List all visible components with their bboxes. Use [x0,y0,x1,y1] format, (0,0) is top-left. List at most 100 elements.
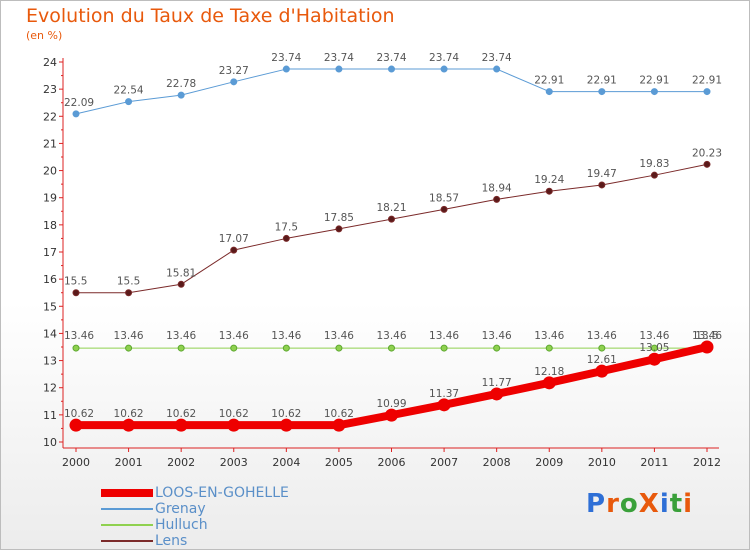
x-tick-label: 2005 [325,456,353,469]
y-tick-label: 24 [43,56,57,69]
data-point-hulluch [545,344,553,352]
data-point-grenay [125,98,133,106]
data-point-lens [72,289,80,297]
data-label-lens: 17.07 [219,233,249,245]
x-tick-label: 2006 [378,456,406,469]
data-point-lens [650,171,658,179]
data-label-grenay: 23.74 [324,52,354,64]
x-tick-label: 2007 [430,456,458,469]
legend-swatch-hulluch [101,524,153,526]
data-point-grenay [493,65,501,73]
data-point-hulluch [177,344,185,352]
data-point-hulluch [598,344,606,352]
data-point-hulluch [335,344,343,352]
data-point-hulluch [388,344,395,352]
x-tick-label: 2004 [272,456,300,469]
data-label-loos-en-gohelle: 10.62 [271,408,301,420]
data-point-grenay [72,110,80,118]
data-label-lens: 18.94 [482,182,512,194]
data-label-grenay: 22.78 [166,78,196,90]
data-point-grenay [703,88,711,96]
y-tick-label: 20 [43,165,57,178]
data-point-lens [230,246,238,254]
y-tick-label: 12 [43,382,57,395]
data-label-hulluch: 13.46 [324,330,354,342]
data-point-hulluch [230,344,238,352]
x-tick-label: 2003 [220,456,248,469]
data-point-grenay [545,88,553,96]
data-label-loos-en-gohelle: 12.18 [534,366,564,378]
data-point-grenay [650,88,658,96]
y-tick-label: 21 [43,137,57,150]
data-point-lens [335,225,343,233]
data-label-lens: 18.57 [429,192,459,204]
data-label-loos-en-gohelle: 10.62 [219,408,249,420]
x-tick-label: 2002 [167,456,195,469]
y-tick-label: 10 [43,436,57,449]
y-tick-label: 16 [43,273,57,286]
data-label-loos-en-gohelle: 11.77 [482,377,512,389]
data-point-loos-en-gohelle [122,418,136,432]
data-point-lens [282,234,290,242]
data-point-lens [125,289,133,297]
data-label-loos-en-gohelle: 10.62 [64,408,94,420]
data-label-grenay: 23.27 [219,65,249,77]
data-point-loos-en-gohelle [332,418,346,432]
data-label-grenay: 23.74 [271,52,301,64]
y-tick-label: 17 [43,246,57,259]
data-point-loos-en-gohelle [279,418,293,432]
data-label-grenay: 22.91 [534,75,564,87]
data-point-loos-en-gohelle [385,408,398,422]
data-point-grenay [598,88,606,96]
data-label-lens: 17.5 [275,221,298,233]
data-point-lens [598,181,606,189]
data-point-hulluch [125,344,133,352]
data-point-grenay [177,91,185,99]
data-label-lens: 15.5 [117,276,140,288]
data-label-hulluch: 13.46 [114,330,144,342]
data-point-hulluch [493,344,501,352]
data-point-lens [703,160,711,168]
data-label-loos-en-gohelle: 10.62 [114,408,144,420]
brand-logo: ProXiti [586,489,693,519]
legend-label-loos-en-gohelle: LOOS-EN-GOHELLE [155,485,289,501]
y-tick-label: 15 [43,300,57,313]
data-label-hulluch: 13.46 [587,330,617,342]
chart-title: Evolution du Taux de Taxe d'Habitation [26,5,395,27]
legend-swatch-grenay [101,508,153,510]
data-label-lens: 19.83 [639,158,669,170]
data-label-grenay: 22.91 [639,75,669,87]
data-label-loos-en-gohelle: 10.99 [376,398,406,410]
data-point-loos-en-gohelle [437,398,451,412]
data-point-hulluch [282,344,290,352]
x-tick-label: 2011 [640,456,668,469]
legend-label-grenay: Grenay [155,501,206,517]
data-label-hulluch: 13.46 [639,330,669,342]
y-tick-label: 23 [43,83,57,96]
x-tick-label: 2012 [693,456,721,469]
x-tick-label: 2008 [483,456,511,469]
legend-label-lens: Lens [155,533,188,549]
data-label-grenay: 23.74 [429,52,459,64]
legend-swatch-lens [101,540,153,542]
data-label-hulluch: 13.46 [271,330,301,342]
data-label-grenay: 22.91 [587,75,617,87]
y-tick-label: 22 [43,110,57,123]
y-tick-label: 14 [43,327,57,340]
brand-letter: i [659,489,670,519]
data-label-lens: 19.47 [587,168,617,180]
data-label-loos-en-gohelle: 12.61 [587,354,617,366]
brand-letter: i [683,489,694,519]
data-label-lens: 18.21 [376,202,406,214]
data-label-hulluch: 13.46 [534,330,564,342]
data-label-hulluch: 13.46 [219,330,249,342]
x-tick-label: 2009 [535,456,563,469]
data-label-grenay: 22.91 [692,75,722,87]
data-label-grenay: 23.74 [482,52,512,64]
data-point-lens [388,215,395,223]
data-point-lens [440,205,448,213]
data-label-lens: 19.24 [534,174,564,186]
data-point-lens [493,195,501,203]
data-point-loos-en-gohelle [595,364,609,378]
